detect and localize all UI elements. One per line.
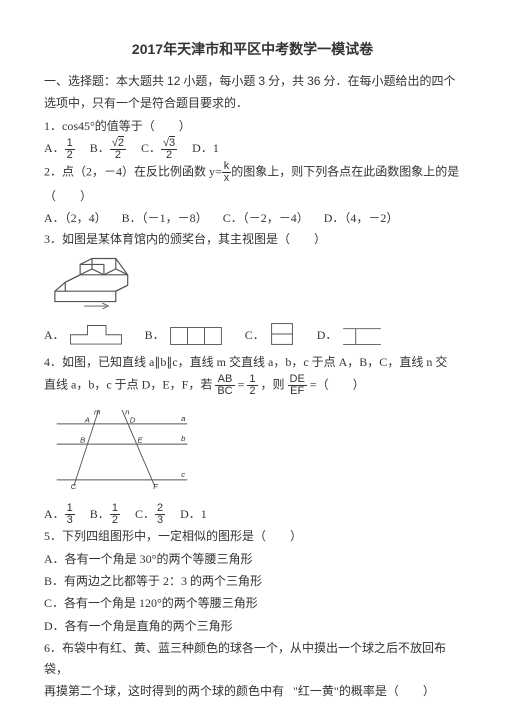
- q1-c-label: C．: [141, 141, 161, 155]
- q2-stem-a: 2．点（2，－4）在反比例函数 y=: [44, 164, 222, 178]
- q1-opt-b: B．√22: [90, 141, 129, 155]
- q3-d-shape: [341, 324, 383, 346]
- sect-b: 小题，每小题: [183, 74, 255, 88]
- q4-eq1: =: [238, 377, 245, 391]
- q5-opt-d: D．各有一个角是直角的两个三角形: [44, 616, 461, 636]
- q4-b-bot: 2: [110, 515, 120, 526]
- q3-opt-b: B．: [145, 325, 223, 345]
- q4-c-bot: 3: [155, 515, 165, 526]
- q6-stem-line1: 6．布袋中有红、黄、蓝三种颜色的球各一个，从中摸出一个球之后不放回布袋，: [44, 638, 461, 679]
- page-title: 2017年天津市和平区中考数学一模试卷: [44, 38, 461, 63]
- sect-n3: 36: [307, 74, 320, 88]
- sect-n2: 3: [258, 74, 265, 88]
- q4-stem-line1: 4．如图，已知直线 a∥b∥c，直线 m 交直线 a，b，c 于点 A，B，C，…: [44, 352, 461, 372]
- q3-c-shape: [269, 322, 295, 346]
- q2-opt-a: A．（2，4）: [44, 211, 107, 225]
- q6-stem-b: 再摸第二个球，这时得到的两个球的颜色中有: [44, 684, 284, 698]
- q4-opt-d: D．1: [180, 507, 207, 521]
- fig4-a: a: [181, 414, 186, 423]
- sect-c: 分，共: [268, 74, 304, 88]
- q2-stem-b: 的图象上，则下列各点在此函数图象上的是: [231, 164, 459, 178]
- fig4-n: n: [125, 407, 129, 416]
- q1-c-rad: 3: [169, 136, 175, 149]
- q4-f1-bot: BC: [215, 386, 234, 397]
- q1-c-bot: 2: [161, 150, 177, 161]
- q1-options: A．12 B．√22 C．√32 D．1: [44, 138, 461, 161]
- q1-b-bot: 2: [110, 150, 126, 161]
- fig4-A: A: [84, 415, 90, 424]
- q3-options: A． B． C． D．: [44, 322, 461, 346]
- q5-opt-c: C．各有一个角是 120°的两个等腰三角形: [44, 593, 461, 613]
- fig4-B: B: [80, 435, 85, 444]
- fig4-D: D: [130, 415, 136, 424]
- q6-stem-line2: 再摸第二个球，这时得到的两个球的颜色中有 "红一黄"的概率是（ ）: [44, 681, 461, 701]
- title-year: 2017: [132, 41, 163, 57]
- q1-opt-a: A．12: [44, 141, 78, 155]
- q3-opt-a: A．: [44, 322, 123, 346]
- sect-n1: 12: [167, 74, 180, 88]
- q1-a-label: A．: [44, 141, 65, 155]
- fig4-C: C: [71, 482, 77, 491]
- q2-stem-blank: （ ）: [44, 186, 461, 206]
- fig4-F: F: [153, 482, 159, 491]
- q4-c-label: C．: [135, 507, 155, 521]
- q2-options: A．（2，4） B．（－1，－8） C．（－2，－4） D．（4，－2）: [44, 208, 461, 228]
- q2-opt-b: B．（－1，－8）: [122, 211, 208, 225]
- q3-a-shape: [69, 322, 123, 346]
- fig4-c: c: [181, 470, 185, 479]
- fig4-m: m: [94, 407, 101, 416]
- q4-b-label: B．: [90, 507, 110, 521]
- q1-b-label: B．: [90, 141, 110, 155]
- q2-frac-bot: x: [222, 173, 232, 184]
- exam-page: 2017年天津市和平区中考数学一模试卷 一、选择题：本大题共 12 小题，每小题…: [0, 0, 505, 714]
- q3-stem: 3．如图是某体育馆内的颁奖台，其主视图是（ ）: [44, 229, 461, 249]
- q4-a-label: A．: [44, 507, 65, 521]
- q4-f3-bot: EF: [288, 386, 307, 397]
- q4-a-bot: 3: [65, 515, 75, 526]
- q3-podium-figure: [50, 257, 140, 309]
- q3-opt-d: D．: [317, 324, 384, 346]
- q2-opt-d: D．（4，－2）: [324, 211, 399, 225]
- q1-opt-d: D．1: [192, 141, 219, 155]
- q2-stem-line1: 2．点（2，－4）在反比例函数 y=kx的图象上，则下列各点在此函数图象上的是: [44, 161, 461, 184]
- q1-b-rad: 2: [118, 136, 124, 149]
- fig4-E: E: [138, 435, 144, 444]
- q4-f2-bot: 2: [247, 386, 257, 397]
- section-heading-line1: 一、选择题：本大题共 12 小题，每小题 3 分，共 36 分．在每小题给出的四…: [44, 71, 461, 91]
- q4-opt-c: C．23: [135, 507, 168, 521]
- q1-stem: 1．cos45°的值等于（ ）: [44, 116, 461, 136]
- title-rest: 年天津市和平区中考数学一模试卷: [163, 43, 373, 58]
- section-heading-line2: 选项中，只有一个是符合题目要求的．: [44, 93, 461, 113]
- q4-figure: m n a b c A D B E C F: [52, 403, 192, 493]
- q4-stem-line2: 直线 a，b，c 于点 D，E，F，若 ABBC = 12 ，则 DEEF =（…: [44, 374, 461, 397]
- q2-opt-c: C．（－2，－4）: [223, 211, 309, 225]
- q3-a-label: A．: [44, 325, 65, 345]
- sect-a: 一、选择题：本大题共: [44, 74, 164, 88]
- q4-stem-c: ，则: [261, 377, 285, 391]
- fig4-b: b: [181, 434, 186, 443]
- q4-opt-b: B．12: [90, 507, 123, 521]
- q3-b-label: B．: [145, 325, 165, 345]
- q4-options: A．13 B．12 C．23 D．1: [44, 503, 461, 526]
- q5-stem: 5．下列四组图形中，一定相似的图形是（ ）: [44, 526, 461, 546]
- q3-opt-c: C．: [245, 322, 295, 346]
- sect-d: 分．在每小题给出的四个: [323, 74, 455, 88]
- q5-opt-b: B．有两边之比都等于 2：3 的两个三角形: [44, 571, 461, 591]
- q4-opt-a: A．13: [44, 507, 78, 521]
- q1-opt-c: C．√32: [141, 141, 180, 155]
- q6-stem-c: "红一黄"的概率是（ ）: [293, 684, 435, 698]
- q4-stem-d: =（ ）: [310, 377, 365, 391]
- q3-d-label: D．: [317, 325, 338, 345]
- q3-c-label: C．: [245, 325, 265, 345]
- q3-b-shape: [169, 326, 223, 346]
- q5-opt-a: A．各有一个角是 30°的两个等腰三角形: [44, 549, 461, 569]
- q1-a-bot: 2: [65, 150, 75, 161]
- q4-stem-b: 直线 a，b，c 于点 D，E，F，若: [44, 377, 212, 391]
